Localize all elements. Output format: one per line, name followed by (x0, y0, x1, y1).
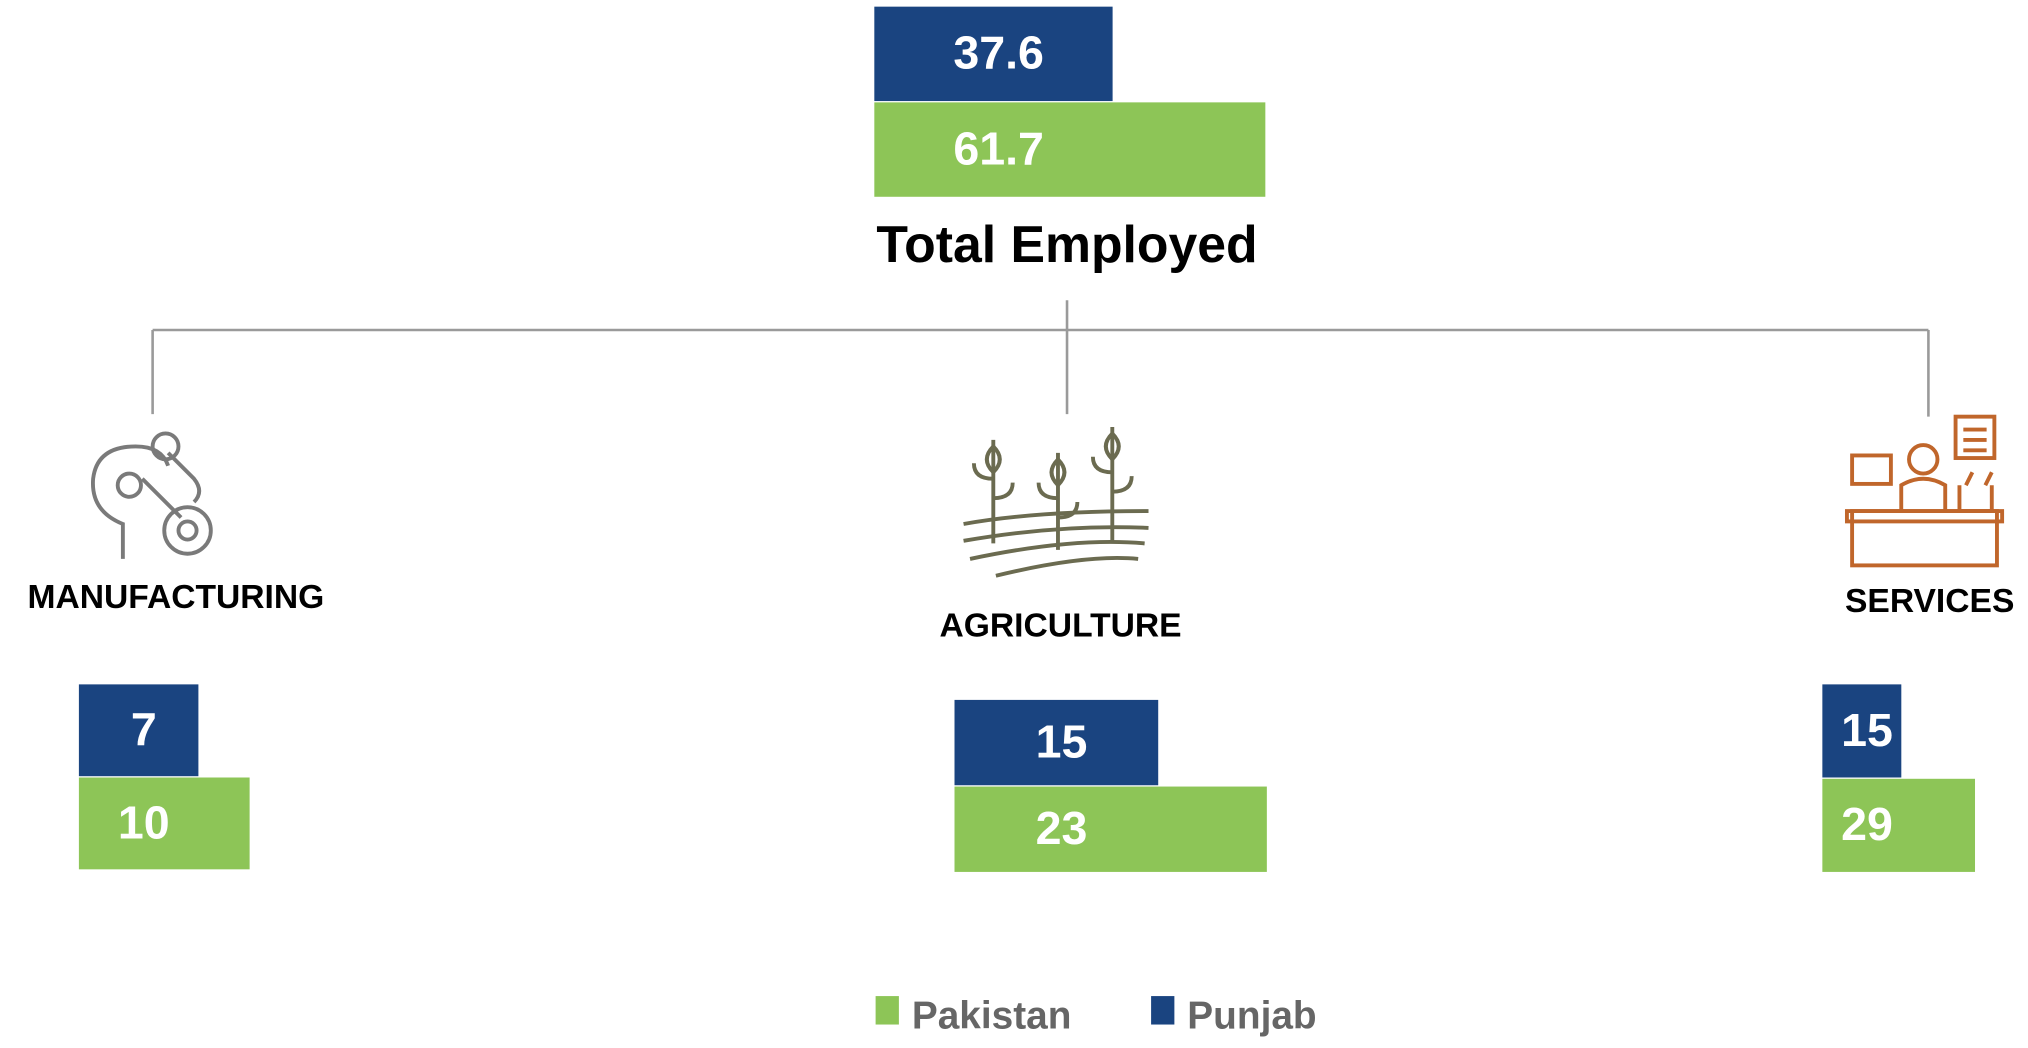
agriculture-icon (963, 426, 1149, 578)
bar (78, 684, 199, 777)
sector-label: MANUFACTURING (27, 579, 324, 616)
bar (954, 786, 1267, 872)
bar (1822, 778, 1976, 872)
legend-label: Punjab (1187, 994, 1316, 1037)
value-label: 23 (1036, 802, 1088, 854)
legend: Pakistan Punjab (875, 994, 1317, 1037)
legend-label: Pakistan (912, 994, 1072, 1037)
manufacturing-icon (91, 431, 213, 559)
value-label: 37.6 (953, 27, 1044, 79)
bar (874, 102, 1266, 197)
value-label: 29 (1841, 798, 1893, 850)
value-label: 15 (1036, 715, 1088, 767)
legend-swatch (1151, 996, 1175, 1025)
value-label: 7 (131, 703, 157, 755)
sector-label: AGRICULTURE (940, 607, 1182, 644)
value-label: 61.7 (953, 122, 1044, 174)
sector-label: SERVICES (1845, 583, 2014, 620)
bar (1822, 684, 1902, 778)
bar (874, 6, 1113, 102)
bar (954, 699, 1159, 786)
value-label: 10 (118, 796, 170, 848)
legend-swatch (875, 996, 899, 1025)
services-icon (1844, 414, 2005, 568)
title: Total Employed (876, 215, 1257, 273)
value-label: 15 (1841, 704, 1893, 756)
connectors (151, 300, 1930, 417)
bar (78, 777, 250, 870)
